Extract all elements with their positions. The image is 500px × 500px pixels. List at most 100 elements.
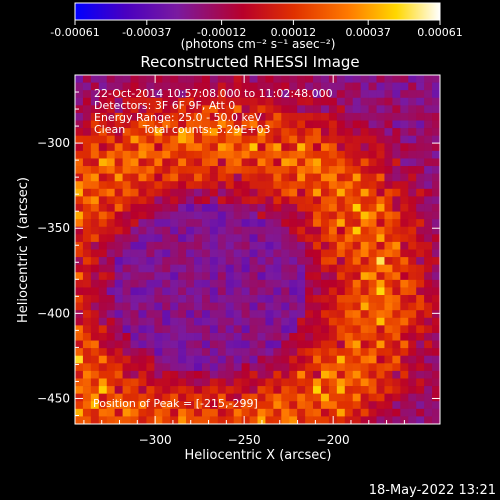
heatmap-cell [424,211,433,220]
heatmap-cell [90,393,100,402]
heatmap-cell [281,203,290,212]
heatmap-cell [90,287,100,296]
heatmap-cell [265,135,274,144]
heatmap-cell [289,75,298,83]
heatmap-cell [281,226,290,235]
heatmap-cell [297,211,306,220]
heatmap-cell [170,150,179,159]
heatmap-cell [344,226,354,235]
heatmap-cell [273,355,282,364]
heatmap-cell [106,105,115,114]
heatmap-cell [130,340,139,349]
heatmap-cell [162,416,171,424]
heatmap-cell [138,219,147,228]
heatmap-cell [82,279,92,288]
heatmap-cell [138,135,147,144]
heatmap-cell [186,355,195,364]
heatmap-cell [138,401,147,410]
heatmap-cell [305,150,314,159]
heatmap-cell [360,75,369,83]
heatmap-cell [114,158,123,167]
heatmap-cell [416,279,425,288]
heatmap-cell [146,241,155,250]
heatmap-cell [360,173,369,182]
heatmap-cell [233,234,242,243]
heatmap-cell [368,332,377,341]
heatmap-cell [257,257,266,265]
heatmap-cell [344,90,354,99]
heatmap-cell [146,82,155,91]
heatmap-cell [106,401,115,410]
heatmap-cell [249,135,258,144]
heatmap-cell [249,310,258,319]
heatmap-cell [344,355,354,364]
heatmap-cell [194,82,203,91]
heatmap-cell [416,188,425,197]
heatmap-cell [289,105,298,114]
heatmap-cell [424,249,433,258]
heatmap-cell [233,249,242,258]
heatmap-cell [432,75,440,83]
heatmap-cell [257,226,266,235]
heatmap-cell [138,188,147,197]
heatmap-cell [408,378,417,387]
heatmap-cell [75,348,84,357]
heatmap-cell [320,241,330,250]
heatmap-cell [344,196,354,205]
heatmap-cell [328,310,338,319]
heatmap-cell [82,82,92,91]
heatmap-cell [273,325,282,334]
heatmap-cell [130,264,139,273]
heatmap-cell [98,401,108,410]
heatmap-cell [130,332,139,341]
heatmap-cell [368,317,377,326]
heatmap-cell [336,363,346,372]
heatmap-cell [90,203,100,212]
heatmap-cell [82,408,92,417]
heatmap-cell [305,105,314,114]
heatmap-cell [75,143,84,152]
heatmap-cell [360,355,369,364]
heatmap-cell [225,317,234,326]
heatmap-cell [384,408,393,417]
heatmap-cell [352,112,361,121]
heatmap-cell [241,112,250,121]
heatmap-cell [225,287,234,296]
heatmap-cell [194,310,203,319]
heatmap-cell [138,226,147,235]
heatmap-cell [114,120,123,129]
heatmap-cell [313,112,322,121]
heatmap-cell [265,257,274,265]
heatmap-cell [162,82,171,91]
heatmap-cell [217,135,227,144]
heatmap-cell [289,158,298,167]
heatmap-cell [305,287,314,296]
heatmap-cell [344,370,354,379]
heatmap-cell [98,150,108,159]
heatmap-cell [98,325,108,334]
heatmap-cell [170,135,179,144]
heatmap-cell [82,264,92,273]
heatmap-cell [336,166,346,174]
heatmap-cell [392,393,401,402]
heatmap-cell [408,112,417,121]
heatmap-cell [146,196,155,205]
heatmap-cell [138,264,147,273]
heatmap-cell [201,272,211,281]
heatmap-cell [352,211,361,220]
heatmap-cell [392,143,401,152]
heatmap-cell [408,211,417,220]
heatmap-cell [376,128,385,136]
heatmap-cell [328,90,338,99]
heatmap-cell [360,295,369,303]
heatmap-cell [273,264,282,273]
heatmap-cell [170,203,179,212]
heatmap-cell [392,295,401,303]
heatmap-cell [336,302,346,311]
heatmap-cell [209,317,219,326]
heatmap-cell [106,408,115,417]
heatmap-cell [233,166,242,174]
heatmap-cell [154,355,163,364]
heatmap-cell [352,393,361,402]
heatmap-cell [186,370,195,379]
